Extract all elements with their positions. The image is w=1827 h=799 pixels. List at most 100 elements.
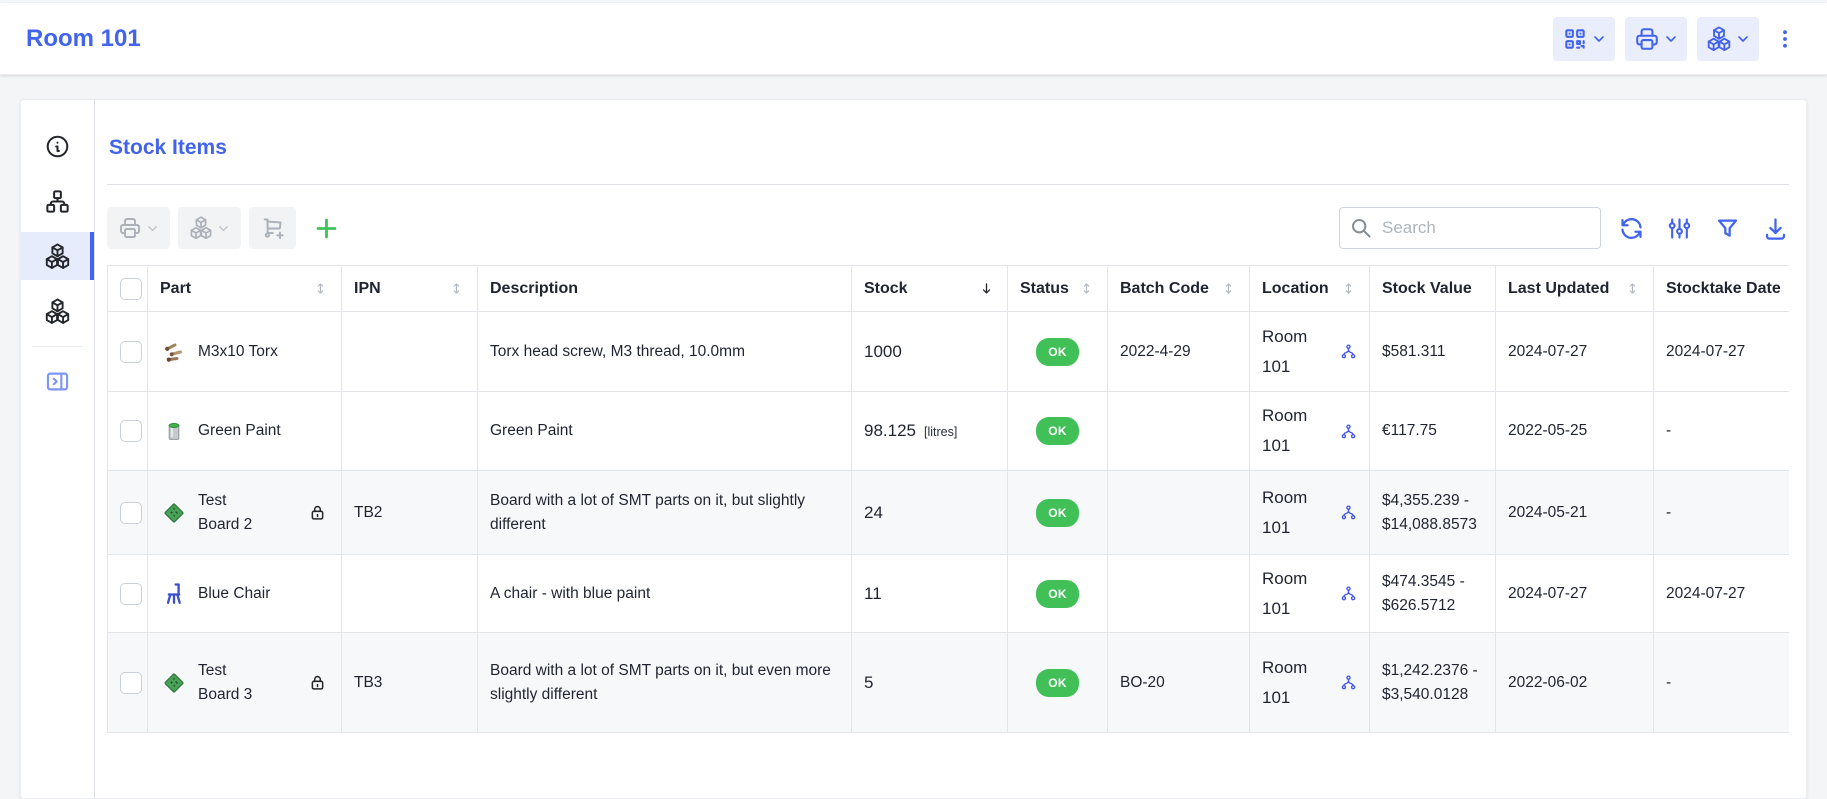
sort-icon [1624, 280, 1641, 297]
dots-vertical-icon [1773, 27, 1797, 51]
part-name: Green Paint [198, 422, 281, 440]
sublocation-icon[interactable] [1340, 423, 1357, 440]
part-thumbnail [160, 338, 188, 366]
location-cell: Room 101 [1249, 391, 1370, 471]
download-button[interactable] [1762, 215, 1789, 242]
column-header[interactable]: Stock [851, 265, 1008, 312]
table-row[interactable]: Test Board 3 TB3 Board with a lot of SMT… [107, 632, 1789, 733]
chevron-down-icon [216, 221, 231, 236]
column-header[interactable]: Batch Code [1107, 265, 1250, 312]
sidebar-item-sublocations[interactable] [21, 177, 94, 225]
column-header[interactable]: Last Updated [1495, 265, 1654, 312]
panel-title: Stock Items [109, 136, 227, 159]
row-checkbox[interactable] [120, 340, 142, 363]
refresh-button[interactable] [1618, 215, 1645, 242]
panel-sidebar [21, 100, 95, 798]
chevron-down-icon [1735, 31, 1751, 47]
stock-actions-button[interactable] [1697, 16, 1759, 61]
stock-value-cell: €117.75 [1369, 391, 1496, 471]
location-name: Room 101 [1262, 406, 1308, 455]
column-label: Description [490, 279, 579, 297]
print-actions-button[interactable] [1625, 16, 1687, 61]
part-cell: Blue Chair [147, 554, 342, 633]
row-checkbox[interactable] [120, 671, 142, 694]
stocktake-date-cell: - [1653, 391, 1789, 471]
sidebar-item-location-details[interactable] [21, 122, 94, 170]
sidebar-item-default-parts[interactable] [21, 287, 94, 335]
batch-code-cell [1107, 470, 1250, 555]
filter-button[interactable] [1714, 215, 1741, 242]
search-input[interactable] [1339, 207, 1601, 249]
part-cell: Test Board 2 [147, 470, 342, 555]
sublocation-icon[interactable] [1340, 343, 1357, 360]
part-cell: M3x10 Torx [147, 311, 342, 392]
more-actions-button[interactable] [1769, 17, 1801, 61]
part-thumbnail [160, 580, 188, 608]
row-checkbox[interactable] [120, 582, 142, 605]
stock-value-cell: $581.311 [1369, 311, 1496, 392]
sublocation-icon[interactable] [1340, 504, 1357, 521]
batch-code-cell [1107, 391, 1250, 471]
packages-icon [189, 215, 213, 241]
status-cell: OK [1007, 311, 1108, 392]
print-options-button[interactable] [107, 207, 170, 249]
sort-icon [312, 280, 329, 297]
row-checkbox[interactable] [120, 420, 142, 442]
table-row[interactable]: Blue Chair A chair - with blue paint 11 … [107, 554, 1789, 633]
stocktake-date-cell: - [1653, 470, 1789, 555]
description-cell: Board with a lot of SMT parts on it, but… [477, 470, 852, 555]
select-all-header[interactable] [107, 265, 148, 312]
ipn-cell: TB2 [341, 470, 478, 555]
qrcode-icon [1562, 26, 1588, 52]
column-header: Description [477, 265, 852, 312]
column-header[interactable]: Location [1249, 265, 1370, 312]
printer-icon [1634, 26, 1660, 52]
location-cell: Room 101 [1249, 311, 1370, 392]
printer-icon [118, 216, 142, 240]
table-options-button[interactable] [1666, 215, 1693, 242]
location-name: Room 101 [1262, 657, 1308, 707]
add-to-cart-button[interactable] [249, 207, 296, 249]
barcode-actions-button[interactable] [1553, 16, 1615, 61]
page-title: Room 101 [26, 24, 141, 52]
column-header[interactable]: Status [1007, 265, 1108, 312]
stock-items-table-wrap: Part IPN Description Stock Status B [107, 265, 1789, 733]
status-cell: OK [1007, 554, 1108, 633]
status-badge: OK [1036, 668, 1079, 697]
location-panel-card: Stock Items [20, 99, 1807, 799]
ipn-cell [341, 554, 478, 633]
search-icon [1349, 216, 1373, 240]
sort-icon [1220, 280, 1237, 297]
column-header[interactable]: Part [147, 265, 342, 312]
chevron-down-icon [145, 221, 160, 236]
status-badge: OK [1036, 417, 1079, 445]
description-cell: Green Paint [477, 391, 852, 471]
select-all-checkbox[interactable] [120, 277, 142, 300]
batch-code-cell [1107, 554, 1250, 633]
table-row[interactable]: Test Board 2 TB2 Board with a lot of SMT… [107, 470, 1789, 555]
row-checkbox[interactable] [120, 501, 142, 524]
column-header[interactable]: Stocktake Date [1653, 265, 1789, 312]
sidebar-collapse-button[interactable] [21, 357, 94, 405]
toolbar-right-group [1339, 207, 1789, 249]
sublocation-icon[interactable] [1340, 585, 1357, 602]
refresh-icon [1618, 215, 1645, 242]
column-label: Stock Value [1382, 279, 1472, 297]
column-header[interactable]: IPN [341, 265, 478, 312]
packages-icon [44, 297, 71, 326]
sublocation-icon[interactable] [1340, 674, 1357, 691]
stock-options-button[interactable] [178, 207, 241, 249]
sidebar-item-stock-items[interactable] [21, 232, 94, 280]
table-toolbar [107, 207, 1789, 249]
header-actions [1553, 16, 1801, 61]
table-row[interactable]: M3x10 Torx Torx head screw, M3 thread, 1… [107, 311, 1789, 392]
packages-icon [44, 242, 71, 271]
location-cell: Room 101 [1249, 632, 1370, 733]
sitemap-icon [44, 188, 71, 215]
add-stock-item-button[interactable] [306, 207, 346, 249]
table-row[interactable]: Green Paint Green Paint 98.125 [litres] O… [107, 391, 1789, 471]
stock-items-table: Part IPN Description Stock Status B [107, 265, 1789, 733]
cart-plus-icon [261, 216, 285, 240]
row-select-cell [107, 554, 148, 633]
status-cell: OK [1007, 470, 1108, 555]
